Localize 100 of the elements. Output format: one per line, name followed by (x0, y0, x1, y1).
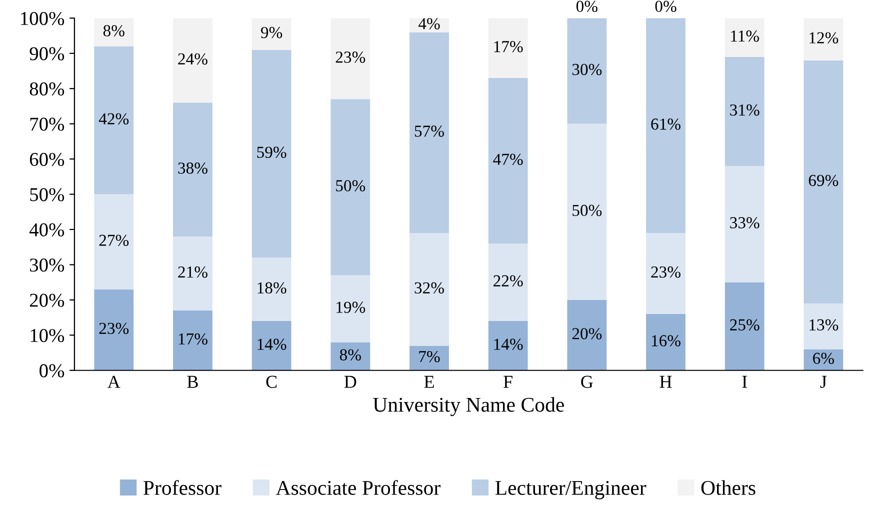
y-tick-label: 90% (30, 47, 64, 60)
data-label: 8% (340, 349, 361, 361)
x-tick-label: I (742, 376, 747, 388)
data-label: 24% (178, 53, 208, 65)
x-tick-label: H (660, 376, 672, 388)
data-label: 18% (258, 282, 286, 294)
y-tick-label: 20% (30, 294, 64, 307)
bar (724, 166, 764, 282)
data-label: 50% (572, 204, 602, 216)
data-label: 23% (99, 322, 129, 334)
data-label: 42% (98, 113, 129, 125)
y-tick-label: 60% (30, 152, 64, 166)
data-label: 14% (494, 338, 523, 350)
data-label: 0% (655, 0, 676, 12)
bar (173, 102, 212, 237)
bar (173, 18, 212, 103)
data-label: 19% (336, 302, 366, 313)
data-label: 57% (414, 126, 444, 137)
data-label: 59% (257, 146, 286, 158)
bar (567, 300, 607, 370)
data-label: 61% (651, 118, 680, 130)
data-label: 17% (178, 333, 208, 345)
bar (410, 346, 449, 370)
data-label: 21% (178, 266, 208, 278)
y-tick-label: 50% (30, 188, 64, 202)
bar (252, 50, 292, 258)
bar (488, 321, 528, 370)
data-label: 7% (419, 350, 440, 362)
bar (646, 314, 686, 370)
bar (567, 124, 607, 300)
bar (724, 18, 764, 57)
legend-label: Associate Professor (276, 480, 440, 495)
legend-label: Lecturer/Engineer (495, 480, 646, 500)
x-tick-label: G (581, 376, 593, 388)
y-tick-label: 70% (30, 118, 64, 131)
data-label: 16% (652, 335, 680, 346)
bar (252, 321, 292, 370)
bar (488, 78, 528, 244)
bar (567, 18, 607, 124)
bar (804, 60, 844, 304)
x-tick-label: A (108, 376, 120, 388)
data-label: 8% (103, 25, 124, 36)
bar (94, 194, 134, 290)
data-label: 0% (576, 0, 598, 12)
bar (724, 282, 764, 370)
data-label: 22% (494, 275, 523, 287)
bar (173, 310, 212, 370)
bar (330, 18, 370, 100)
bar (410, 232, 449, 346)
data-label: 31% (730, 104, 760, 116)
data-label: 50% (336, 180, 366, 192)
data-label: 4% (418, 18, 440, 30)
bar (804, 303, 844, 350)
x-tick-label: D (344, 376, 356, 388)
x-tick-label: F (504, 376, 512, 388)
data-label: 33% (730, 217, 760, 228)
bar (488, 244, 528, 322)
data-label: 6% (813, 352, 834, 364)
data-label: 23% (651, 266, 680, 278)
data-label: 27% (99, 234, 129, 246)
legend-label: Professor (143, 480, 222, 495)
x-tick-label: J (820, 376, 827, 388)
bar (330, 342, 370, 370)
bar (94, 18, 134, 46)
bar (94, 289, 134, 370)
data-label: 47% (493, 154, 523, 166)
data-label: 30% (572, 64, 602, 76)
data-label: 9% (260, 26, 282, 38)
bar (804, 349, 844, 370)
x-tick-label: C (266, 376, 277, 388)
y-tick-label: 100% (21, 12, 64, 26)
bar (94, 46, 134, 194)
data-label: 69% (808, 174, 838, 186)
y-tick-label: 10% (30, 328, 64, 342)
y-tick-label: 30% (30, 258, 64, 272)
x-tick-label: B (187, 376, 198, 388)
y-tick-label: 80% (30, 82, 64, 96)
bar (646, 232, 686, 314)
bar (330, 275, 370, 342)
bar (252, 258, 292, 322)
data-label: 32% (414, 282, 444, 294)
y-tick-label: 0% (40, 364, 64, 378)
data-label: 38% (178, 162, 208, 174)
bar (330, 99, 370, 276)
bar (804, 18, 844, 60)
bar (410, 32, 449, 233)
bar (173, 236, 212, 310)
bar (646, 18, 686, 233)
data-label: 17% (494, 40, 523, 52)
data-label: 11% (731, 30, 759, 42)
data-label: 14% (258, 338, 286, 350)
data-label: 20% (572, 328, 602, 340)
bar (488, 18, 528, 78)
data-label: 25% (730, 319, 760, 331)
data-label: 12% (810, 32, 838, 44)
bar (724, 56, 764, 166)
y-tick-label: 40% (29, 223, 64, 236)
bar (252, 18, 292, 50)
x-axis-title: University Name Code (373, 397, 564, 416)
data-label: 23% (336, 52, 366, 63)
